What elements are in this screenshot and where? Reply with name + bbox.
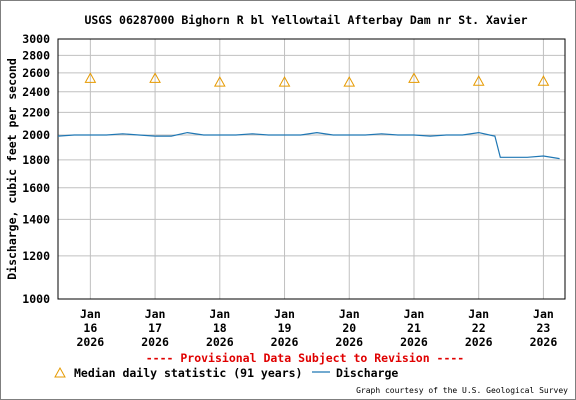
discharge-series: [57, 131, 560, 160]
median-triangle-point: [472, 75, 485, 86]
x-tick-label: Jan: [533, 307, 554, 321]
median-triangle-point: [343, 76, 356, 87]
x-tick-label: Jan: [404, 307, 425, 321]
y-axis-tick-labels: 3000 2800 2600 2400 2200 2000 1800 1600 1400 1200…: [22, 32, 50, 306]
legend: Median daily statistic (91 years) Discha…: [54, 366, 398, 380]
x-tick-label: 21: [407, 321, 421, 335]
x-tick-label: 2026: [77, 335, 105, 349]
y-tick-label: 2000: [22, 128, 50, 142]
y-tick-label: 2600: [22, 66, 50, 80]
x-tick-label: 2026: [335, 335, 363, 349]
chart-title: USGS 06287000 Bighorn R bl Yellowtail Af…: [84, 13, 527, 27]
y-tick-label: 2200: [22, 105, 50, 119]
x-tick-label: 23: [536, 321, 550, 335]
y-tick-label: 2800: [22, 48, 50, 62]
median-triangle-point: [149, 72, 161, 83]
provisional-data-note: ---- Provisional Data Subject to Revisio…: [146, 351, 465, 365]
y-tick-label: 1000: [22, 292, 50, 306]
x-tick-label: 2026: [271, 335, 299, 349]
x-tick-label: Jan: [80, 307, 101, 321]
median-triangle-point: [278, 76, 291, 87]
y-tick-label: 2400: [22, 85, 50, 99]
credit-text: Graph courtesy of the U.S. Geological Su…: [356, 386, 568, 395]
x-tick-label: 17: [148, 321, 162, 335]
median-series: [84, 72, 550, 87]
x-tick-label: 2026: [465, 335, 493, 349]
x-tick-label: Jan: [209, 307, 230, 321]
y-tick-label: 1400: [22, 212, 50, 226]
median-triangle-point: [213, 76, 226, 87]
y-tick-label: 1200: [22, 249, 50, 263]
x-tick-label: 20: [342, 321, 356, 335]
grid-lines: [58, 38, 565, 300]
x-tick-label: 16: [83, 321, 97, 335]
x-tick-label: 19: [278, 321, 292, 335]
y-tick-label: 3000: [22, 32, 50, 46]
y-axis-label: Discharge, cubic feet per second: [5, 58, 19, 280]
x-tick-label: 2026: [400, 335, 428, 349]
x-tick-label: Jan: [468, 307, 489, 321]
plot-area-border: [57, 38, 566, 300]
x-tick-label: 2026: [530, 335, 558, 349]
x-tick-label: 18: [213, 321, 227, 335]
discharge-line: [57, 131, 560, 160]
x-axis-tick-labels: Jan162026Jan172026Jan182026Jan192026Jan2…: [77, 307, 558, 349]
y-tick-label: 1800: [22, 153, 50, 167]
x-tick-label: 2026: [206, 335, 234, 349]
median-triangle-point: [84, 72, 97, 83]
median-triangle-point: [408, 72, 420, 83]
legend-median-label: Median daily statistic (91 years): [74, 366, 302, 380]
legend-median-triangle-icon: [54, 366, 66, 378]
x-tick-label: Jan: [339, 307, 360, 321]
x-tick-label: Jan: [145, 307, 166, 321]
legend-discharge-label: Discharge: [336, 366, 398, 380]
x-tick-label: 2026: [141, 335, 169, 349]
median-triangle-point: [537, 75, 550, 86]
x-tick-label: 22: [472, 321, 486, 335]
x-tick-label: Jan: [274, 307, 295, 321]
y-tick-label: 1600: [22, 181, 50, 195]
